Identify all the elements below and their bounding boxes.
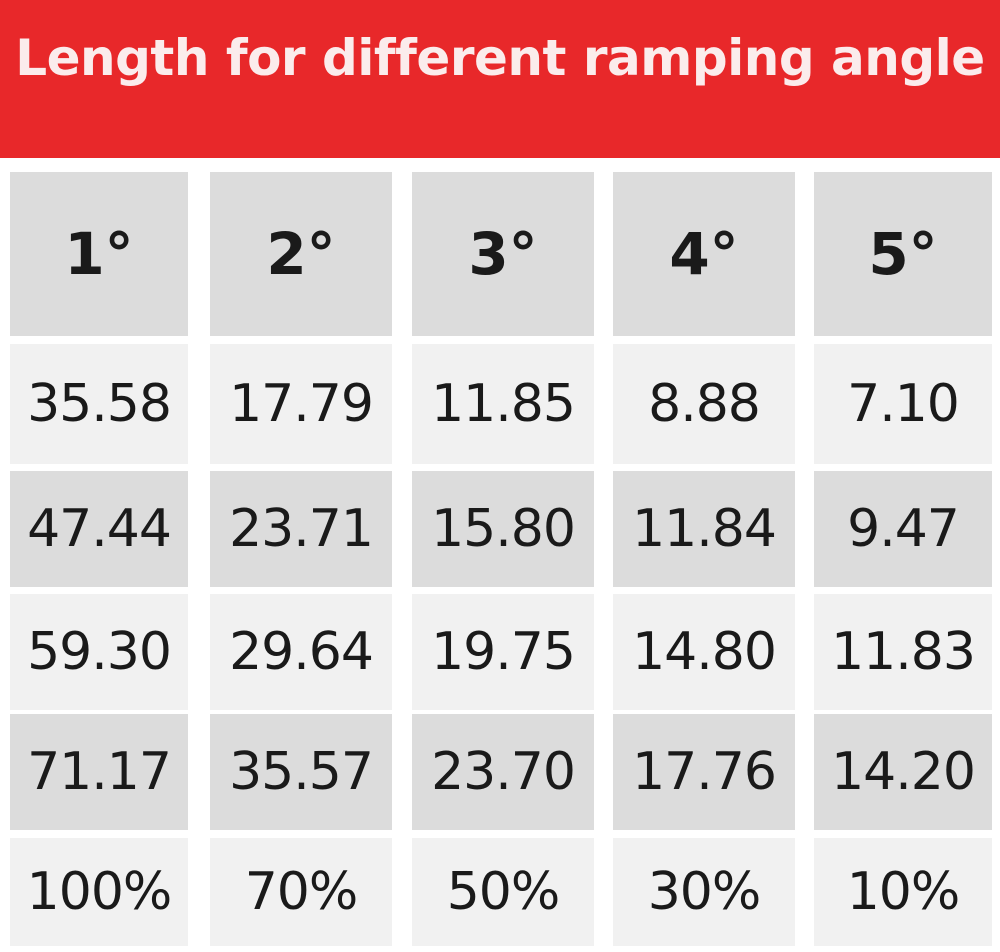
table-cell: 100% <box>10 838 188 946</box>
column-header-5: 5° <box>814 172 992 336</box>
table-cell: 59.30 <box>10 594 188 710</box>
column-header-1: 1° <box>10 172 188 336</box>
column-header-3: 3° <box>412 172 594 336</box>
table-cell: 70% <box>210 838 392 946</box>
table-cell: 11.83 <box>814 594 992 710</box>
table-cell: 50% <box>412 838 594 946</box>
table-cell: 7.10 <box>814 344 992 464</box>
table-cell: 17.79 <box>210 344 392 464</box>
table-cell: 17.76 <box>613 714 795 830</box>
table-cell: 14.20 <box>814 714 992 830</box>
title-banner: Length for different ramping angle <box>0 0 1000 158</box>
column-header-4: 4° <box>613 172 795 336</box>
table-cell: 23.70 <box>412 714 594 830</box>
table-cell: 35.57 <box>210 714 392 830</box>
table-cell: 19.75 <box>412 594 594 710</box>
table-cell: 11.85 <box>412 344 594 464</box>
table-cell: 35.58 <box>10 344 188 464</box>
table-cell: 47.44 <box>10 471 188 587</box>
table-cell: 8.88 <box>613 344 795 464</box>
table-cell: 14.80 <box>613 594 795 710</box>
table-cell: 30% <box>613 838 795 946</box>
table-cell: 71.17 <box>10 714 188 830</box>
table-cell: 15.80 <box>412 471 594 587</box>
table-cell: 11.84 <box>613 471 795 587</box>
table-cell: 23.71 <box>210 471 392 587</box>
table-title: Length for different ramping angle <box>15 29 985 87</box>
table-cell: 10% <box>814 838 992 946</box>
table-cell: 29.64 <box>210 594 392 710</box>
ramping-angle-table: 1° 2° 3° 4° 5° 35.58 17.79 11.85 8.88 7.10 47.44 23… <box>0 158 1000 952</box>
table-cell: 9.47 <box>814 471 992 587</box>
column-header-2: 2° <box>210 172 392 336</box>
